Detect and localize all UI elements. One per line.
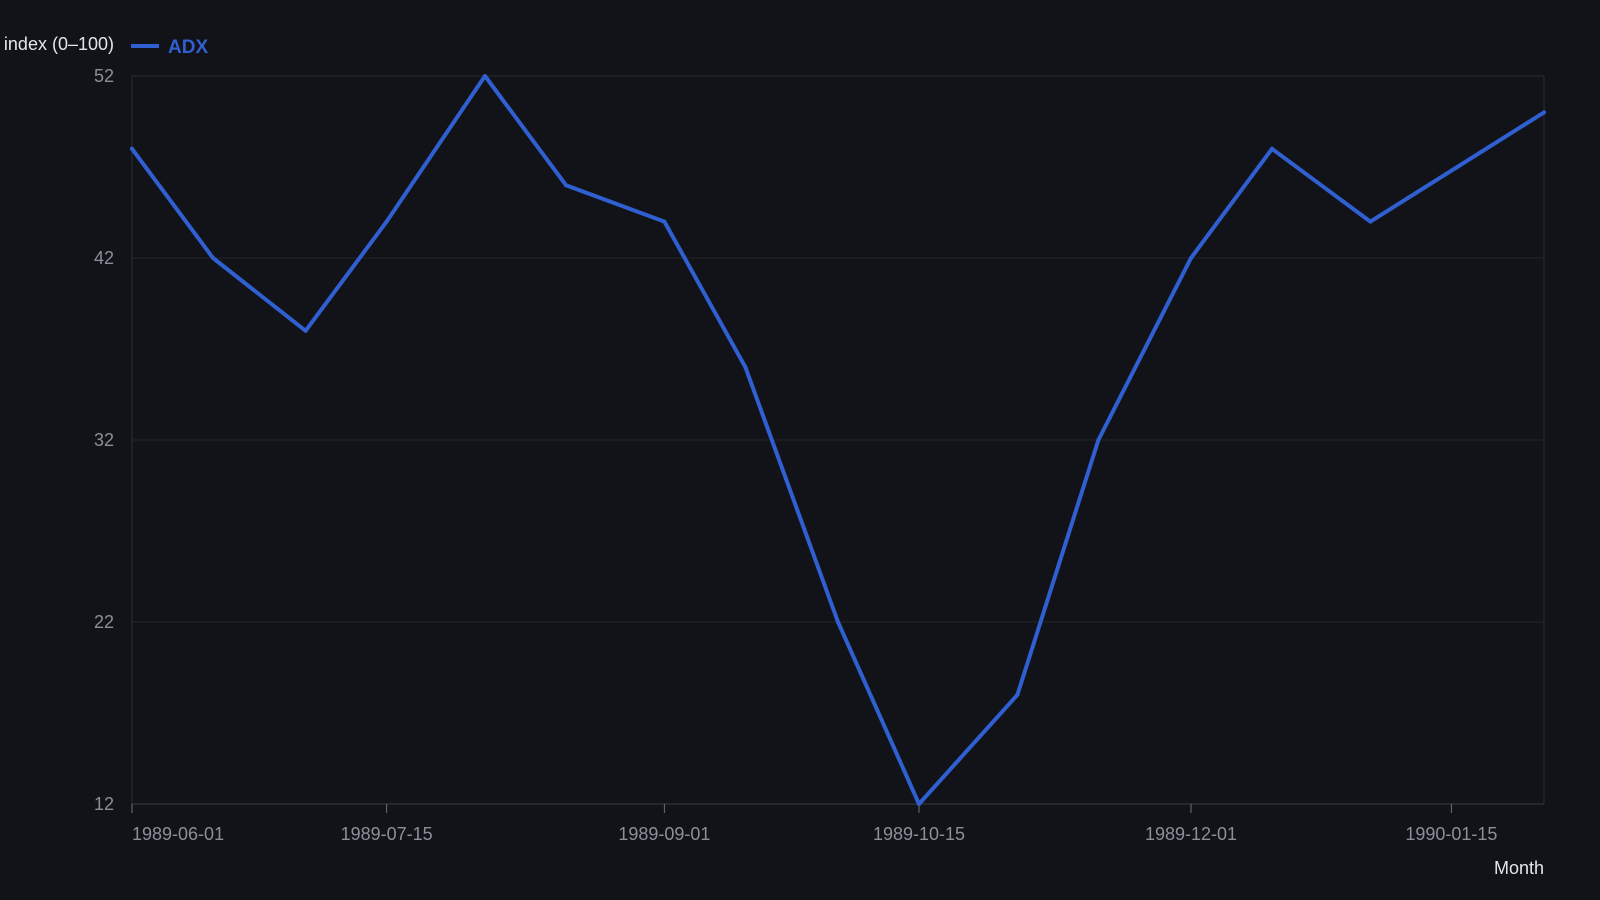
y-tick-label: 32 [94,430,114,450]
data-point[interactable] [836,620,840,624]
data-point[interactable] [1270,146,1275,151]
data-point[interactable] [662,219,667,224]
data-point[interactable] [1189,256,1193,260]
x-tick-label: 1990-01-15 [1405,824,1497,844]
x-tick-label: 1989-10-15 [873,824,965,844]
y-axis: 12 22 32 42 52 [94,66,114,814]
data-point[interactable] [1096,438,1101,442]
y-tick-label: 52 [94,66,114,86]
x-tick-label: 1989-12-01 [1145,824,1237,844]
x-axis-title: Month [1494,858,1544,878]
data-point[interactable] [564,183,569,188]
x-tick-label: 1989-07-15 [341,824,433,844]
data-point[interactable] [743,365,748,370]
data-point[interactable] [483,74,487,78]
data-point[interactable] [1542,110,1546,115]
grid-lines [132,75,1544,805]
x-tick-label: 1989-09-01 [618,824,710,844]
legend-label-adx[interactable]: ADX [168,37,208,58]
y-tick-label: 42 [94,248,114,268]
data-point[interactable] [917,802,922,806]
x-axis: 1989-06-01 1989-07-15 1989-09-01 1989-10-15… [131,803,1544,844]
y-tick-label: 22 [94,612,114,632]
data-point[interactable] [384,219,389,224]
data-point[interactable] [211,256,216,260]
data-point[interactable] [130,146,134,151]
series-line-adx[interactable] [130,74,1546,806]
data-point[interactable] [1015,692,1020,697]
data-point[interactable] [1368,219,1373,224]
y-tick-label: 12 [94,794,114,814]
y-axis-title: index (0–100) [4,34,114,54]
x-tick-label: 1989-06-01 [132,824,224,844]
legend[interactable]: ADX [131,37,208,58]
series-layer [130,74,1546,806]
data-point[interactable] [303,328,308,333]
